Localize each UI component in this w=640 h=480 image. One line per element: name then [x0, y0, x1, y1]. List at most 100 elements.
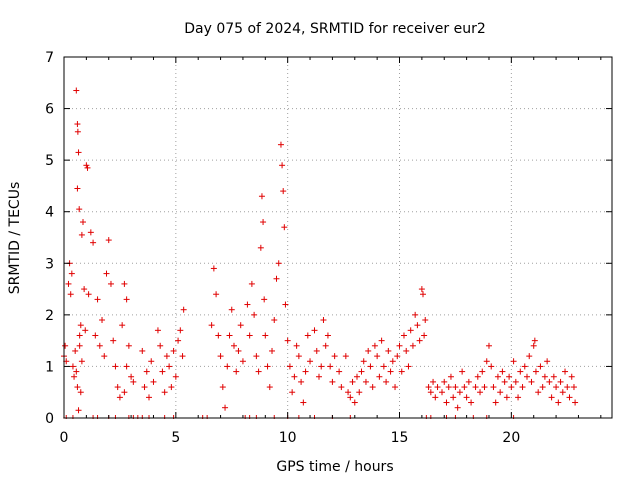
data-point: [447, 373, 454, 380]
data-point: [338, 384, 345, 391]
data-point: [74, 128, 81, 135]
data-point: [78, 231, 85, 238]
data-point: [463, 394, 470, 401]
data-point: [367, 363, 374, 370]
data-point: [177, 327, 184, 334]
data-point: [432, 394, 439, 401]
data-point: [421, 332, 428, 339]
data-point: [517, 368, 524, 375]
data-point: [349, 378, 356, 385]
data-point: [103, 270, 110, 277]
data-point: [67, 291, 74, 298]
data-point: [286, 363, 293, 370]
data-point: [439, 389, 446, 396]
data-point: [499, 368, 506, 375]
data-point: [425, 384, 432, 391]
data-point: [477, 389, 484, 396]
data-point: [422, 317, 429, 324]
data-point: [84, 164, 91, 171]
data-point: [246, 332, 253, 339]
data-point: [304, 332, 311, 339]
data-point: [293, 342, 300, 349]
data-point: [244, 301, 251, 308]
data-point: [289, 389, 296, 396]
data-point: [454, 404, 461, 411]
data-point: [90, 239, 97, 246]
data-point: [80, 219, 87, 226]
data-point: [148, 358, 155, 365]
data-point: [300, 399, 307, 406]
data-point: [419, 291, 426, 298]
data-point: [251, 311, 258, 318]
data-point: [403, 347, 410, 354]
data-point: [107, 280, 114, 287]
axes: 0 1 2 3 4 5 6 7 0 5 10 15 20: [45, 50, 613, 446]
data-point: [271, 317, 278, 324]
grid: [64, 57, 612, 418]
data-point: [175, 337, 182, 344]
data-point: [76, 332, 83, 339]
data-point: [172, 373, 179, 380]
data-point: [365, 347, 372, 354]
data-point: [508, 384, 515, 391]
data-point: [456, 389, 463, 396]
x-axis-label: GPS time / hours: [276, 459, 393, 475]
data-point: [281, 224, 288, 231]
data-point: [528, 378, 535, 385]
data-point: [521, 363, 528, 370]
data-point: [248, 280, 255, 287]
data-point: [387, 368, 394, 375]
data-point: [405, 363, 412, 370]
data-point: [515, 394, 522, 401]
data-point: [262, 332, 269, 339]
data-point: [315, 373, 322, 380]
data-point: [298, 378, 305, 385]
plot-frame: [63, 56, 613, 419]
y-tick-label: 3: [45, 256, 54, 272]
data-point: [324, 332, 331, 339]
data-point: [441, 378, 448, 385]
data-point: [472, 384, 479, 391]
data-point: [443, 399, 450, 406]
data-point: [358, 368, 365, 375]
data-point: [65, 280, 72, 287]
data-point: [531, 337, 538, 344]
data-point: [378, 337, 385, 344]
data-point: [282, 301, 289, 308]
data-point: [226, 332, 233, 339]
data-point: [116, 394, 123, 401]
x-tick-label: 15: [391, 430, 409, 446]
data-point: [94, 296, 101, 303]
data-point: [96, 342, 103, 349]
data-point: [483, 358, 490, 365]
data-point: [69, 363, 76, 370]
data-point: [479, 368, 486, 375]
data-point: [427, 389, 434, 396]
y-tick-label: 1: [45, 359, 54, 375]
data-point: [295, 353, 302, 360]
data-point: [78, 358, 85, 365]
data-point: [512, 378, 519, 385]
data-point: [170, 347, 177, 354]
data-point: [157, 342, 164, 349]
data-point: [75, 149, 82, 156]
data-point: [398, 368, 405, 375]
data-point: [143, 368, 150, 375]
data-point: [150, 378, 157, 385]
data-point: [163, 353, 170, 360]
data-point: [409, 342, 416, 349]
data-point: [123, 296, 130, 303]
data-point: [465, 378, 472, 385]
data-point: [114, 384, 121, 391]
data-point: [488, 363, 495, 370]
x-tick-label: 20: [502, 430, 520, 446]
data-point: [564, 384, 571, 391]
data-point: [360, 358, 367, 365]
data-point: [180, 306, 187, 313]
data-point: [222, 404, 229, 411]
data-point: [258, 193, 265, 200]
data-point: [230, 342, 237, 349]
data-point: [351, 399, 358, 406]
data-point: [494, 373, 501, 380]
data-point: [329, 378, 336, 385]
